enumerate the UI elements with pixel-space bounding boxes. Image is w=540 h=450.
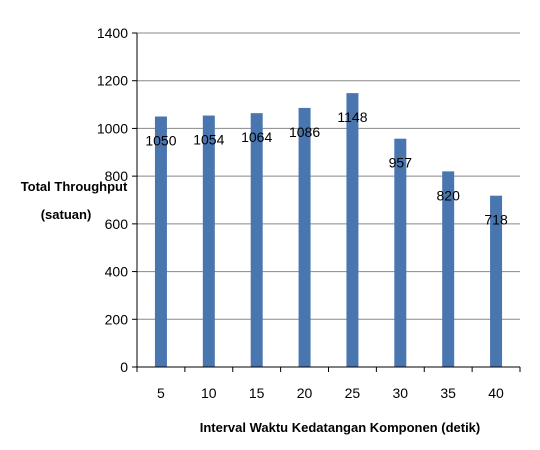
bar [346, 93, 359, 368]
bar [490, 195, 503, 367]
x-tick-label: 10 [201, 385, 217, 401]
y-axis-title-line2: (satuan) [41, 207, 92, 222]
bar [394, 138, 407, 367]
bar [154, 116, 167, 367]
data-label: 1064 [241, 129, 272, 145]
data-label: 1148 [337, 109, 367, 125]
bar [442, 171, 455, 367]
y-tick-label: 400 [105, 264, 129, 280]
y-tick-label: 0 [120, 359, 128, 375]
y-tick-label: 200 [105, 311, 129, 327]
x-tick-label: 15 [249, 385, 265, 401]
y-tick-label: 1200 [97, 73, 128, 89]
data-label: 820 [437, 187, 461, 203]
x-tick-label: 40 [488, 385, 504, 401]
axes [132, 32, 521, 372]
y-tick-label: 600 [105, 216, 129, 232]
x-tick-label: 20 [297, 385, 313, 401]
x-axis-title: Interval Waktu Kedatangan Komponen (deti… [200, 420, 481, 435]
x-tick-label: 25 [345, 385, 361, 401]
bar [298, 107, 311, 367]
y-tick-label: 1000 [97, 120, 128, 136]
data-label: 1086 [289, 124, 320, 140]
data-label: 1050 [145, 133, 176, 149]
y-tick-label: 800 [105, 168, 129, 184]
labels: 0 200 400 600 800 1000 1200 1400 5 1050 10 1054 15 10… [97, 25, 508, 401]
x-tick-label: 35 [440, 385, 456, 401]
y-tick-label: 1400 [97, 25, 128, 41]
data-label: 1054 [193, 132, 224, 148]
bars [154, 93, 503, 368]
grid-lines [137, 32, 520, 320]
data-label: 718 [484, 212, 508, 228]
y-axis-title-line1: Total Throughput [21, 179, 128, 194]
bar [202, 115, 215, 367]
data-label: 957 [389, 155, 413, 171]
x-tick-label: 5 [157, 385, 165, 401]
bar [250, 113, 263, 367]
x-tick-label: 30 [393, 385, 409, 401]
